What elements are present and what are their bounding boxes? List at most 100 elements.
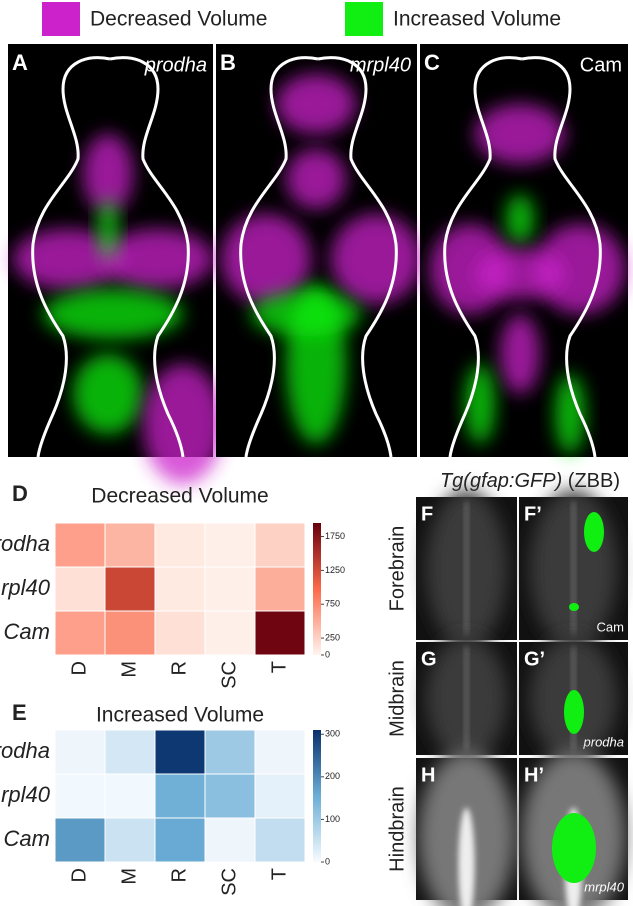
row-label: prodha [0,738,50,763]
column-label: R [168,661,190,675]
region-label: Midbrain [386,660,408,737]
heatmap-cell [154,773,206,819]
heatmap-cell [104,610,156,656]
colorbar [313,523,321,655]
region-label: Hindbrain [386,786,408,872]
volume-blob [251,292,361,336]
panel-letter: G’ [524,648,545,670]
panel-letter: F [421,503,433,525]
volume-blob [475,249,565,299]
heatmap-cell [254,773,306,819]
volume-blob [276,74,356,134]
tissue-core [458,807,475,906]
heatmap-cell [204,522,256,568]
tissue-midline [464,647,469,750]
volume-blob [500,314,540,394]
heatmap-cell [154,522,206,568]
gfap-panel: H [416,750,517,906]
panel-letter: E [12,700,27,725]
panel-letter: H [421,764,435,786]
row-label: prodha [0,531,50,556]
panel-letter: A [12,50,28,75]
volume-blob [98,199,118,259]
heatmap-cell [204,566,256,612]
heatmap-cell [54,610,106,656]
row-label: Cam [4,619,50,644]
panel-letter: G [421,648,437,670]
heatmap-cell [154,817,206,863]
brain-panel: C Cam [420,44,628,458]
volume-blob [103,229,213,289]
heatmap-cell [104,817,156,863]
gfap-title: Tg(gfap:GFP) (ZBB) [440,470,620,492]
heatmap-cell [254,610,306,656]
volume-blob [535,224,625,314]
heatmap-cell [254,566,306,612]
gfap-title-italic: Tg(gfap:GFP) [440,470,562,492]
colorbar-tick-label: 100 [325,814,340,824]
heatmap-cell [204,729,256,775]
condition-tag: Cam [597,619,624,634]
gfap-panel: Cam F’ [519,489,628,648]
heatmap-cell [54,566,106,612]
volume-blob [143,364,223,484]
heatmap-cell [154,610,206,656]
row-label: Cam [4,826,50,851]
colorbar-tick-label: 300 [325,729,340,739]
heatmap-cell [104,566,156,612]
tissue-midline [571,502,576,635]
volume-blob [506,194,534,244]
heatmap-cell [54,773,106,819]
panel-label: prodha [144,54,207,76]
column-label: R [168,868,190,882]
volume-blob [43,289,183,339]
heatmap-cell [204,773,256,819]
legend-label: Increased Volume [393,8,561,31]
panel-label: Cam [580,54,622,76]
volume-blob [221,214,311,304]
gfap-panel: prodha G’ [519,636,628,761]
heatmap-cell [104,522,156,568]
panel-letter: D [12,481,28,506]
colorbar-tick-label: 750 [325,599,340,609]
column-label: T [268,868,290,880]
column-label: M [118,868,140,885]
column-label: D [68,661,90,675]
legend-swatch [345,2,383,36]
heatmap-cell [254,817,306,863]
heatmap-cell [54,729,106,775]
panel-letter: B [220,50,236,75]
tissue-midline [464,502,469,635]
condition-tag: mrpl40 [584,879,625,894]
region-label: Forebrain [386,526,408,612]
volume-blob [73,354,143,434]
column-label: SC [218,868,240,896]
heatmap-cell [204,817,256,863]
panel-letter: H’ [524,764,544,786]
heatmap-cell [204,610,256,656]
colorbar-tick-label: 0 [325,856,330,866]
heatmap-cell [254,729,306,775]
colorbar-tick-label: 1750 [325,531,345,541]
volume-blob [475,104,565,164]
heatmap-cell [54,522,106,568]
colorbar-tick-label: 0 [325,649,330,659]
legend-label: Decreased Volume [90,8,267,31]
legend-swatch [42,2,80,36]
gfp-signal [569,603,579,611]
gfap-panel: mrpl40 H’ [519,750,628,906]
heatmap-title: Increased Volume [96,704,264,727]
colorbar-tick-label: 250 [325,632,340,642]
row-label: mrpl40 [0,575,51,600]
heatmap-title: Decreased Volume [91,485,268,508]
column-label: T [268,661,290,673]
brain-outline [443,56,602,458]
volume-blob [286,149,346,209]
volume-blob [465,364,495,444]
heatmap-cell [154,729,206,775]
row-label: mrpl40 [0,782,51,807]
volume-blob [331,214,421,304]
volume-blob [13,229,123,289]
heatmap-cell [54,817,106,863]
